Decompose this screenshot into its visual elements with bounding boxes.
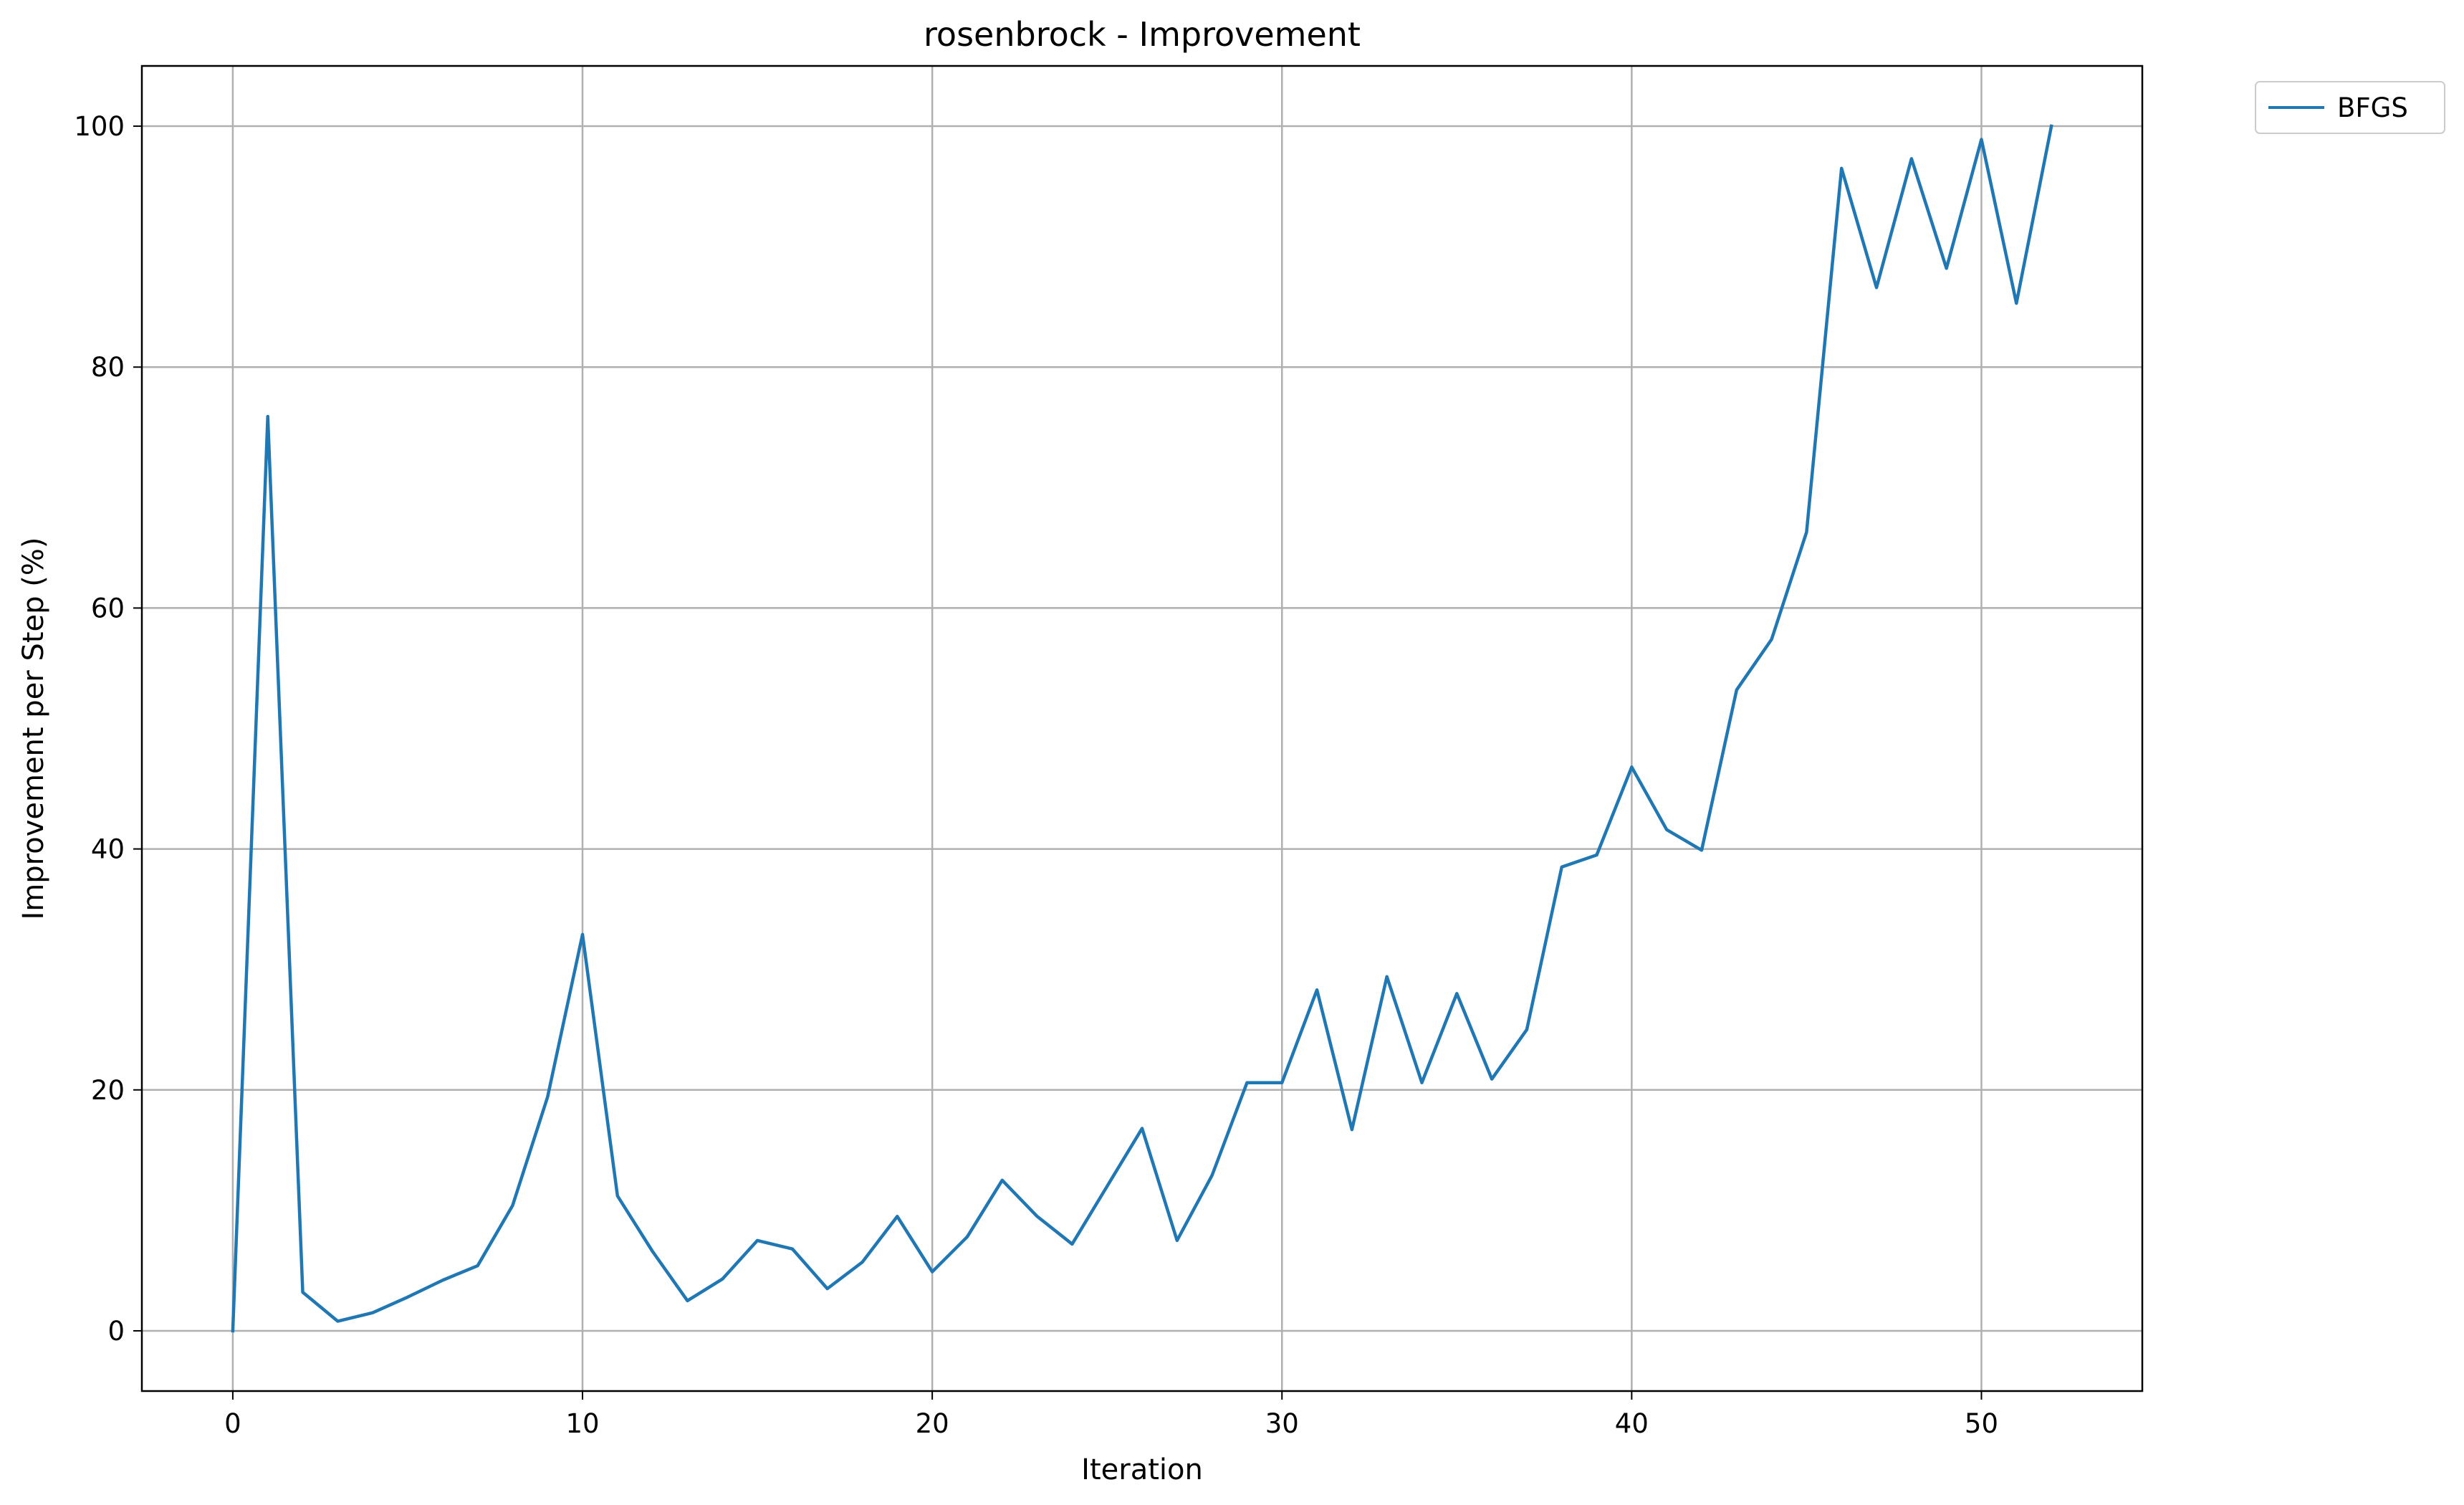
y-tick-label: 60 (91, 593, 125, 624)
x-tick-label: 30 (1265, 1408, 1299, 1439)
plot-frame (140, 64, 2144, 1392)
legend-label-bfgs: BFGS (2337, 92, 2408, 123)
x-tick-label: 0 (224, 1408, 241, 1439)
x-tick-label: 20 (916, 1408, 949, 1439)
y-tick-label: 0 (107, 1316, 125, 1347)
y-tick-label: 20 (91, 1075, 125, 1106)
x-axis-label: Iteration (1081, 1453, 1203, 1486)
y-tick-label: 40 (91, 834, 125, 865)
y-axis-label: Improvement per Step (%) (17, 538, 50, 920)
x-tick-label: 40 (1615, 1408, 1649, 1439)
chart-title: rosenbrock - Improvement (924, 15, 1361, 54)
legend-box (2255, 81, 2445, 134)
y-tick-label: 80 (91, 352, 125, 383)
legend: BFGS (2255, 81, 2445, 134)
series-line-bfgs (231, 124, 2053, 1333)
x-tick-label: 50 (1965, 1408, 1998, 1439)
y-tick-label: 100 (74, 111, 125, 142)
axis-ticks: 0 10 20 30 40 50 0 20 40 60 80 100 (74, 111, 1998, 1439)
grid-lines (142, 66, 2142, 1391)
series-lines (231, 124, 2053, 1333)
x-tick-label: 10 (565, 1408, 599, 1439)
